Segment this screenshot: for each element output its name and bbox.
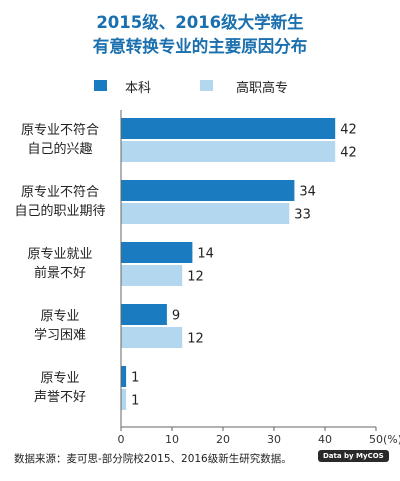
x-tick-label: 10: [165, 433, 179, 446]
bar-series-1-1: [121, 118, 336, 139]
bar-series-1-4: [121, 304, 167, 325]
x-axis-unit: (%): [383, 433, 400, 446]
bar-value-label: 1: [131, 394, 139, 409]
x-tick-label: 0: [118, 433, 125, 446]
bar-value-label: 12: [187, 270, 204, 285]
category-label-1: 原专业不符合 自己的兴趣: [20, 123, 99, 157]
bar-value-label: 14: [197, 247, 214, 262]
bar-value-label: 42: [340, 123, 357, 138]
bar-value-label: 33: [294, 208, 311, 223]
bar-value-label: 9: [172, 309, 180, 324]
legend-swatch-series-1: [94, 80, 107, 91]
category-label-3: 原专业就业 前景不好: [27, 247, 93, 281]
bar-series-1-3: [121, 242, 193, 263]
legend-label-series-2: 高职高专: [236, 81, 289, 96]
chart-title-line-1: 2015级、2016级大学新生: [96, 13, 304, 32]
bar-series-1-5: [121, 366, 127, 387]
bar-series-2-3: [121, 265, 183, 286]
category-label-2: 原专业不符合 自己的职业期待: [14, 185, 106, 219]
legend-label-series-1: 本科: [125, 81, 152, 96]
brand-logo: Data by MyCOS: [318, 450, 389, 462]
chart-title-line-2: 有意转换专业的主要原因分布: [92, 37, 308, 56]
bar-value-label: 12: [187, 332, 204, 347]
legend-swatch-series-2: [200, 80, 213, 91]
bar-value-label: 1: [131, 371, 139, 386]
x-tick-label: 30: [267, 433, 281, 446]
bar-series-1-2: [121, 180, 295, 201]
category-label-4: 原专业 学习困难: [33, 309, 86, 343]
x-tick-label: 20: [216, 433, 230, 446]
x-tick-label: 40: [318, 433, 332, 446]
category-label-5: 原专业 声誉不好: [33, 371, 86, 405]
bar-series-2-1: [121, 141, 336, 162]
x-tick-label: 50: [369, 433, 383, 446]
bar-value-label: 34: [299, 185, 316, 200]
data-source-note: 数据来源：麦可思-部分院校2015、2016级新生研究数据。: [14, 453, 292, 465]
bar-series-2-5: [121, 389, 127, 410]
bar-value-label: 42: [340, 146, 357, 161]
bar-series-2-2: [121, 203, 290, 224]
bar-series-2-4: [121, 327, 183, 348]
